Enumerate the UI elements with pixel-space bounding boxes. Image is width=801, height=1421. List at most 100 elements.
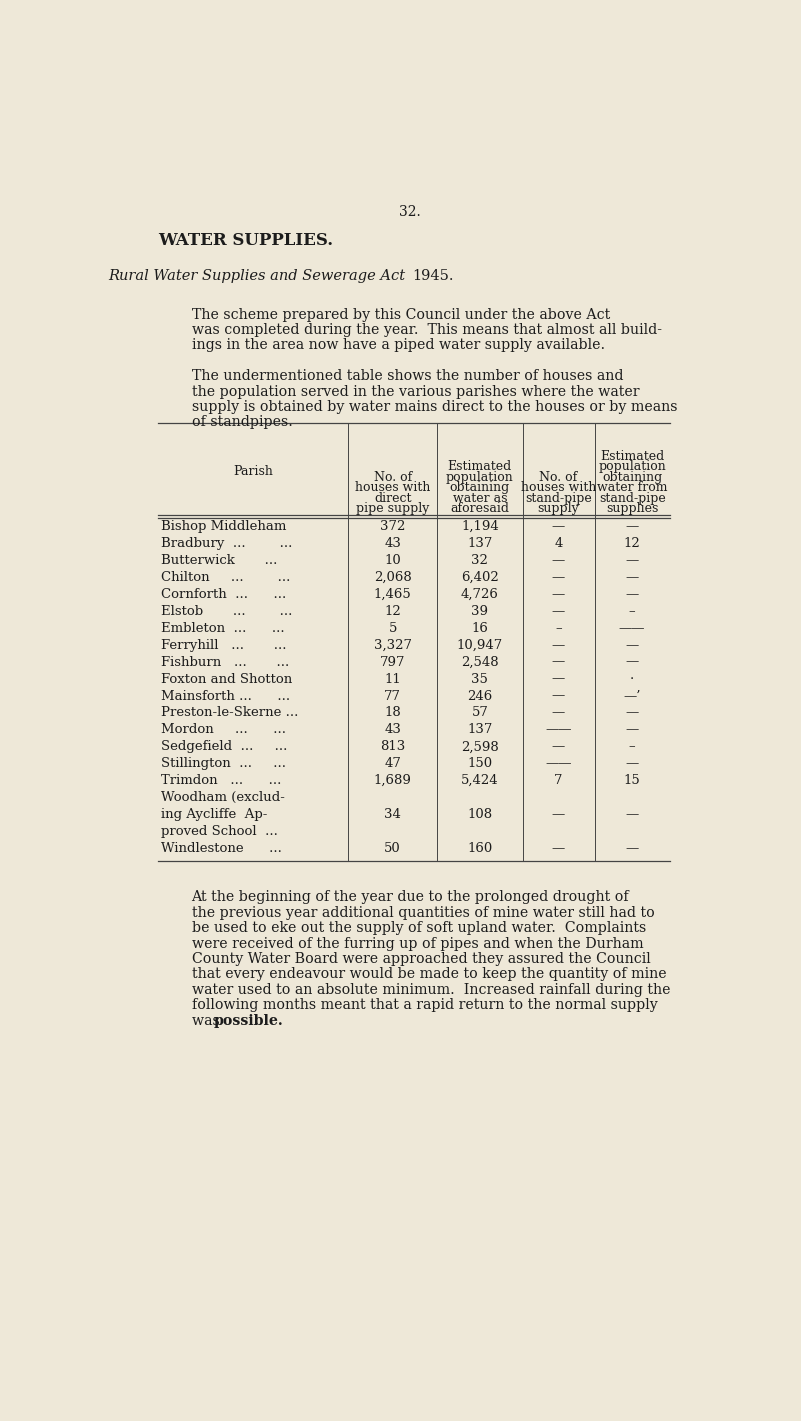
Text: 15: 15	[624, 774, 641, 787]
Text: 16: 16	[472, 622, 489, 635]
Text: Preston-le-Skerne ...: Preston-le-Skerne ...	[161, 706, 299, 719]
Text: —’: —’	[623, 689, 641, 702]
Text: ——: ——	[619, 622, 646, 635]
Text: —: —	[626, 706, 638, 719]
Text: Stillington  ...     ...: Stillington ... ...	[161, 757, 286, 770]
Text: houses with: houses with	[521, 482, 596, 495]
Text: Embleton  ...      ...: Embleton ... ...	[161, 622, 285, 635]
Text: was: was	[191, 1013, 223, 1027]
Text: —: —	[626, 588, 638, 601]
Text: that every endeavour would be made to keep the quantity of mine: that every endeavour would be made to ke…	[191, 968, 666, 982]
Text: Trimdon   ...      ...: Trimdon ... ...	[161, 774, 282, 787]
Text: Elstob       ...        ...: Elstob ... ...	[161, 605, 292, 618]
Text: ing Aycliffe  Ap-: ing Aycliffe Ap-	[161, 809, 268, 821]
Text: —: —	[552, 520, 566, 533]
Text: 813: 813	[380, 740, 405, 753]
Text: 137: 137	[467, 537, 493, 550]
Text: be used to eke out the supply of soft upland water.  Complaints: be used to eke out the supply of soft up…	[191, 921, 646, 935]
Text: the population served in the various parishes where the water: the population served in the various par…	[191, 385, 639, 398]
Text: Ferryhill   ...       ...: Ferryhill ... ...	[161, 638, 287, 652]
Text: water as: water as	[453, 492, 507, 504]
Text: 43: 43	[384, 723, 401, 736]
Text: 1945.: 1945.	[413, 269, 454, 283]
Text: —: —	[552, 740, 566, 753]
Text: –: –	[555, 622, 562, 635]
Text: ·: ·	[630, 672, 634, 685]
Text: pipe supply: pipe supply	[356, 502, 429, 514]
Text: population: population	[446, 470, 513, 483]
Text: 1,465: 1,465	[374, 588, 412, 601]
Text: supplies: supplies	[606, 502, 658, 514]
Text: houses with: houses with	[355, 482, 430, 495]
Text: 39: 39	[471, 605, 489, 618]
Text: the previous year additional quantities of mine water still had to: the previous year additional quantities …	[191, 905, 654, 919]
Text: Woodham (exclud-: Woodham (exclud-	[161, 791, 285, 804]
Text: —: —	[552, 571, 566, 584]
Text: 18: 18	[384, 706, 401, 719]
Text: water used to an absolute minimum.  Increased rainfall during the: water used to an absolute minimum. Incre…	[191, 983, 670, 998]
Text: Parish: Parish	[233, 465, 273, 477]
Text: Foxton and Shotton: Foxton and Shotton	[161, 672, 292, 685]
Text: 32: 32	[472, 554, 489, 567]
Text: —: —	[552, 689, 566, 702]
Text: 5,424: 5,424	[461, 774, 499, 787]
Text: County Water Board were approached they assured the Council: County Water Board were approached they …	[191, 952, 650, 966]
Text: Fishburn   ...       ...: Fishburn ... ...	[161, 655, 290, 669]
Text: 12: 12	[384, 605, 401, 618]
Text: 3,327: 3,327	[374, 638, 412, 652]
Text: aforesaid: aforesaid	[450, 502, 509, 514]
Text: No. of: No. of	[373, 470, 412, 483]
Text: ——: ——	[545, 757, 572, 770]
Text: Sedgefield  ...     ...: Sedgefield ... ...	[161, 740, 288, 753]
Text: 10: 10	[384, 554, 401, 567]
Text: —: —	[552, 672, 566, 685]
Text: 32.: 32.	[399, 205, 421, 219]
Text: 797: 797	[380, 655, 405, 669]
Text: 137: 137	[467, 723, 493, 736]
Text: —: —	[626, 554, 638, 567]
Text: —: —	[626, 638, 638, 652]
Text: —: —	[552, 655, 566, 669]
Text: Mordon     ...      ...: Mordon ... ...	[161, 723, 286, 736]
Text: 11: 11	[384, 672, 401, 685]
Text: 1,194: 1,194	[461, 520, 499, 533]
Text: —: —	[626, 520, 638, 533]
Text: 57: 57	[472, 706, 489, 719]
Text: —: —	[552, 554, 566, 567]
Text: were received of the furring up of pipes and when the Durham: were received of the furring up of pipes…	[191, 936, 643, 951]
Text: 150: 150	[467, 757, 493, 770]
Text: 50: 50	[384, 843, 401, 855]
Text: Mainsforth ...      ...: Mainsforth ... ...	[161, 689, 291, 702]
Text: 108: 108	[467, 809, 493, 821]
Text: —: —	[626, 723, 638, 736]
Text: 34: 34	[384, 809, 401, 821]
Text: 4: 4	[554, 537, 563, 550]
Text: Windlestone      ...: Windlestone ...	[161, 843, 282, 855]
Text: 43: 43	[384, 537, 401, 550]
Text: —: —	[552, 809, 566, 821]
Text: —: —	[626, 655, 638, 669]
Text: obtaining: obtaining	[602, 470, 662, 483]
Text: of standpipes.: of standpipes.	[191, 415, 292, 429]
Text: was completed during the year.  This means that almost all build-: was completed during the year. This mean…	[191, 323, 662, 337]
Text: —: —	[552, 605, 566, 618]
Text: ings in the area now have a piped water supply available.: ings in the area now have a piped water …	[191, 338, 605, 352]
Text: Chilton     ...        ...: Chilton ... ...	[161, 571, 291, 584]
Text: 160: 160	[467, 843, 493, 855]
Text: Estimated: Estimated	[448, 460, 512, 473]
Text: population: population	[598, 460, 666, 473]
Text: —: —	[552, 706, 566, 719]
Text: 7: 7	[554, 774, 563, 787]
Text: 2,548: 2,548	[461, 655, 499, 669]
Text: —: —	[626, 757, 638, 770]
Text: stand-pipe: stand-pipe	[525, 492, 592, 504]
Text: following months meant that a rapid return to the normal supply: following months meant that a rapid retu…	[191, 999, 658, 1012]
Text: The scheme prepared by this Council under the above Act: The scheme prepared by this Council unde…	[191, 307, 610, 321]
Text: Estimated: Estimated	[600, 450, 664, 463]
Text: obtaining: obtaining	[449, 482, 510, 495]
Text: —: —	[626, 843, 638, 855]
Text: ——: ——	[545, 723, 572, 736]
Text: —: —	[626, 571, 638, 584]
Text: 372: 372	[380, 520, 405, 533]
Text: water from: water from	[597, 482, 667, 495]
